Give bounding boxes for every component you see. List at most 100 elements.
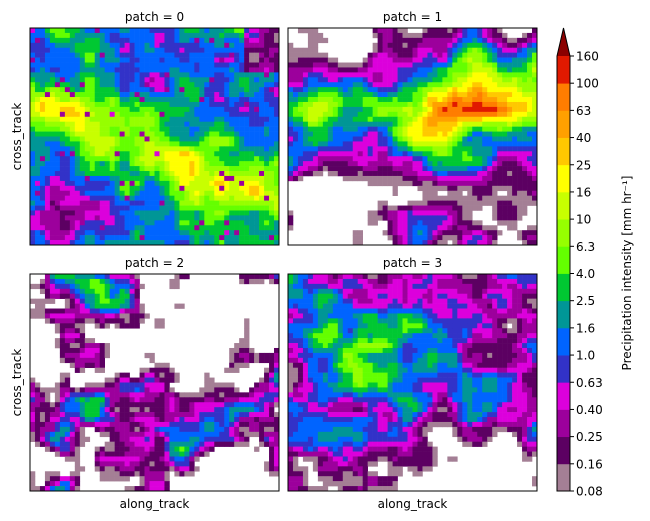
heatmap-cell bbox=[372, 111, 378, 118]
heatmap-cell bbox=[412, 210, 418, 216]
heatmap-cell bbox=[34, 190, 41, 196]
heatmap-cell bbox=[214, 200, 220, 206]
heatmap-cell bbox=[79, 28, 86, 34]
heatmap-cell bbox=[39, 210, 46, 216]
heatmap-cell bbox=[527, 72, 533, 78]
heatmap-cell bbox=[124, 37, 130, 44]
heatmap-cell bbox=[49, 47, 56, 53]
heatmap-cell bbox=[184, 67, 190, 73]
heatmap-cell bbox=[264, 175, 270, 182]
heatmap-cell bbox=[124, 397, 130, 403]
heatmap-cell bbox=[432, 32, 438, 39]
heatmap-cell bbox=[342, 161, 349, 167]
heatmap-cell bbox=[204, 67, 210, 73]
heatmap-cell bbox=[134, 318, 140, 324]
heatmap-cell bbox=[39, 62, 46, 68]
heatmap-cell bbox=[362, 136, 368, 142]
heatmap-cell bbox=[397, 146, 403, 152]
heatmap-cell bbox=[34, 136, 41, 142]
heatmap-cell bbox=[427, 97, 433, 103]
heatmap-cell bbox=[99, 343, 105, 349]
heatmap-cell bbox=[492, 205, 498, 211]
heatmap-cell bbox=[377, 210, 383, 216]
heatmap-cell bbox=[234, 235, 240, 241]
heatmap-cell bbox=[442, 116, 448, 122]
heatmap-cell bbox=[104, 205, 110, 211]
heatmap-cell bbox=[204, 92, 210, 98]
heatmap-cell bbox=[442, 141, 448, 147]
heatmap-cell bbox=[532, 190, 538, 196]
heatmap-cell bbox=[372, 121, 378, 127]
heatmap-cell bbox=[402, 205, 408, 211]
heatmap-cell bbox=[254, 156, 260, 162]
heatmap-cell bbox=[104, 402, 110, 408]
heatmap-cell bbox=[532, 240, 538, 246]
heatmap-cell bbox=[99, 82, 105, 88]
heatmap-cell bbox=[372, 156, 378, 162]
heatmap-cell bbox=[124, 225, 130, 231]
heatmap-cell bbox=[30, 62, 36, 68]
heatmap-cell bbox=[204, 377, 210, 383]
heatmap-cell bbox=[422, 97, 428, 103]
heatmap-cell bbox=[452, 190, 458, 196]
heatmap-cell bbox=[54, 101, 61, 108]
heatmap-cell bbox=[244, 166, 250, 172]
heatmap-cell bbox=[144, 126, 150, 132]
heatmap-cell bbox=[204, 156, 210, 162]
heatmap-cell bbox=[259, 205, 265, 211]
heatmap-cell bbox=[44, 52, 51, 58]
heatmap-cell bbox=[259, 111, 265, 118]
heatmap-cell bbox=[244, 318, 250, 324]
heatmap-cell bbox=[94, 235, 101, 241]
heatmap-cell bbox=[159, 180, 165, 187]
heatmap-cell bbox=[269, 161, 275, 167]
heatmap-cell bbox=[179, 156, 185, 162]
heatmap-cell bbox=[377, 32, 383, 39]
heatmap-cell bbox=[527, 131, 533, 137]
heatmap-cell bbox=[249, 190, 255, 196]
heatmap-cell bbox=[244, 426, 250, 433]
heatmap-cell bbox=[244, 210, 250, 216]
heatmap-cell bbox=[144, 387, 150, 393]
heatmap-cell bbox=[357, 126, 363, 132]
heatmap-cell bbox=[154, 131, 160, 137]
heatmap-cell bbox=[487, 171, 493, 177]
heatmap-cell bbox=[30, 308, 36, 314]
heatmap-cell bbox=[327, 171, 334, 177]
heatmap-cell bbox=[274, 32, 280, 39]
heatmap-cell bbox=[179, 77, 185, 83]
heatmap-cell bbox=[457, 121, 463, 127]
heatmap-cell bbox=[124, 180, 130, 187]
heatmap-cell bbox=[214, 121, 220, 127]
heatmap-cell bbox=[144, 412, 150, 418]
heatmap-cell bbox=[89, 180, 96, 187]
heatmap-cell bbox=[214, 166, 220, 172]
heatmap-cell bbox=[114, 278, 120, 285]
heatmap-cell bbox=[442, 175, 448, 182]
heatmap-cell bbox=[154, 235, 160, 241]
heatmap-cell bbox=[452, 52, 458, 58]
heatmap-cell bbox=[357, 77, 363, 83]
heatmap-cell bbox=[357, 131, 363, 137]
heatmap-cell bbox=[462, 185, 468, 192]
heatmap-cell bbox=[64, 274, 71, 280]
heatmap-cell bbox=[327, 156, 334, 162]
heatmap-cell bbox=[99, 101, 105, 108]
heatmap-cell bbox=[264, 377, 270, 383]
heatmap-cell bbox=[184, 32, 190, 39]
heatmap-cell bbox=[84, 151, 91, 157]
heatmap-cell bbox=[422, 175, 428, 182]
heatmap-cell bbox=[507, 97, 513, 103]
heatmap-cell bbox=[144, 32, 150, 39]
heatmap-cell bbox=[239, 402, 245, 408]
heatmap-cell bbox=[129, 382, 135, 388]
heatmap-cell bbox=[352, 131, 359, 137]
heatmap-cell bbox=[169, 52, 175, 58]
heatmap-cell bbox=[89, 402, 96, 408]
heatmap-cell bbox=[427, 195, 433, 201]
heatmap-cell bbox=[264, 121, 270, 127]
heatmap-cell bbox=[397, 106, 403, 113]
heatmap-cell bbox=[327, 72, 334, 78]
heatmap-cell bbox=[264, 205, 270, 211]
heatmap-cell bbox=[487, 166, 493, 172]
